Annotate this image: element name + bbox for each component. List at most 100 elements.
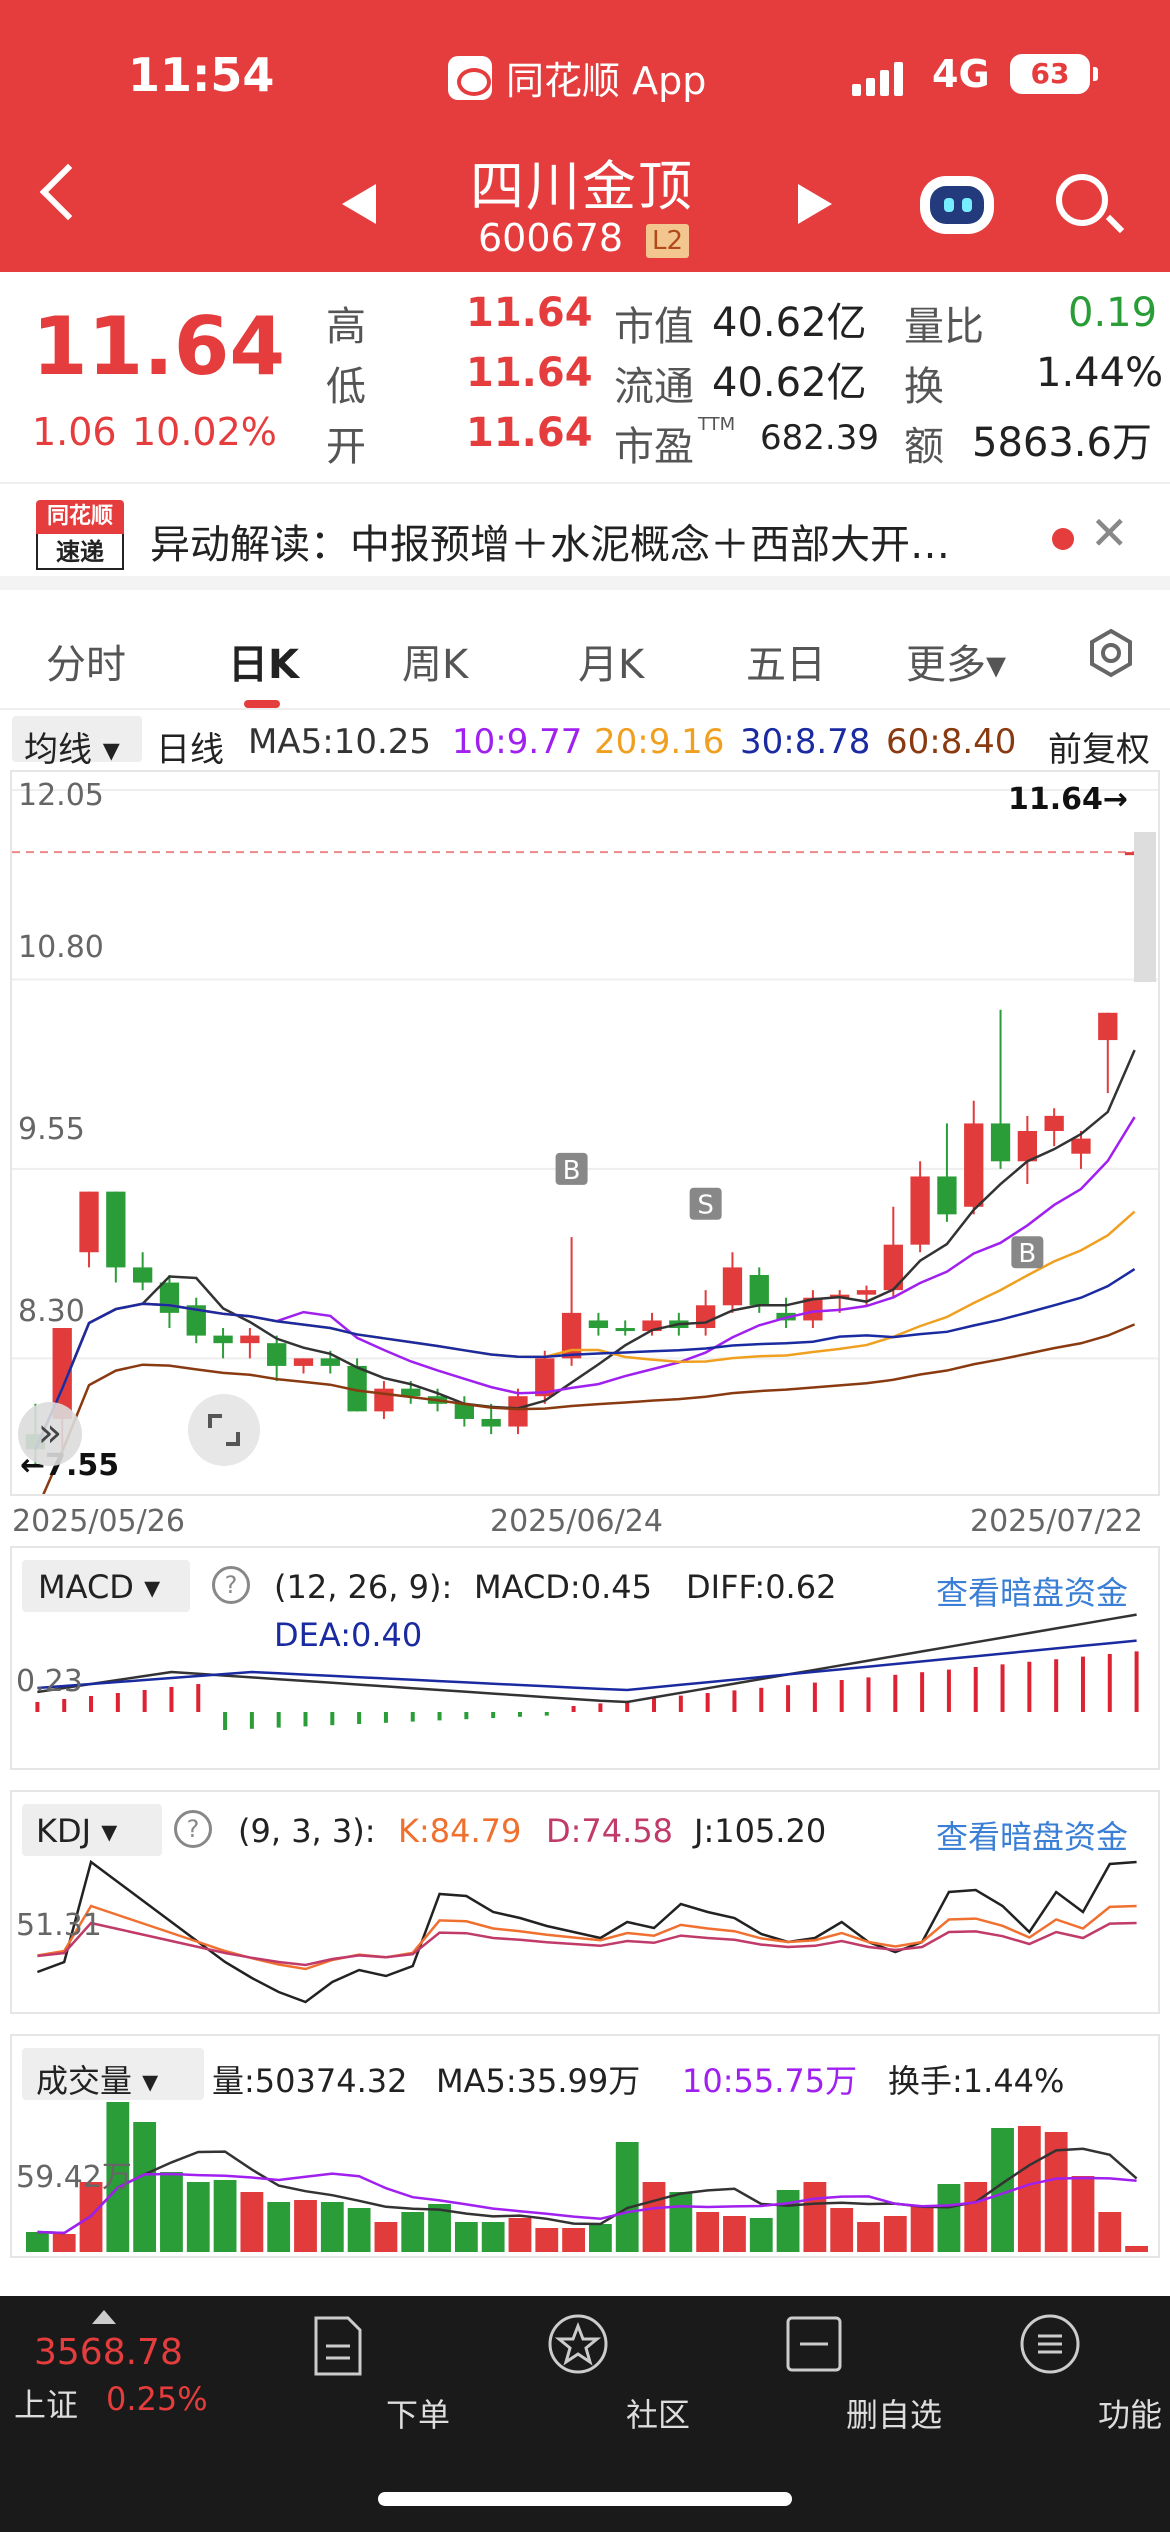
tab-five-day[interactable]: 五日 xyxy=(746,642,826,688)
volume-bar xyxy=(213,2180,237,2252)
macd-panel[interactable]: MACD ▾ ? (12, 26, 9): MACD:0.45 DIFF:0.6… xyxy=(10,1546,1160,1770)
home-indicator xyxy=(378,2492,792,2506)
date-label-mid: 2025/06/24 xyxy=(490,1504,663,1539)
last-price: 11.64 xyxy=(32,300,286,393)
l2-badge[interactable]: L2 xyxy=(646,224,690,258)
diff-value: DIFF:0.62 xyxy=(686,1568,837,1606)
volume-bar xyxy=(133,2122,157,2252)
volume-bar xyxy=(535,2228,559,2252)
candle-body xyxy=(561,1312,582,1359)
macd-chart xyxy=(35,1613,1139,1730)
candle-body xyxy=(454,1403,475,1419)
close-icon[interactable]: ✕ xyxy=(1090,506,1129,560)
nav-community-label: 社区 xyxy=(625,2396,690,2434)
amount-value: 5863.6万 xyxy=(972,420,1152,466)
index-pct[interactable]: 0.25% xyxy=(106,2380,208,2418)
news-text[interactable]: 异动解读：中报预增＋水泥概念＋西部大开… xyxy=(150,522,950,568)
volume-name[interactable]: 成交量 ▾ xyxy=(36,2062,159,2100)
tab-monthly-k[interactable]: 月K xyxy=(578,642,645,688)
candle-body xyxy=(588,1320,609,1329)
kdj-name[interactable]: KDJ ▾ xyxy=(36,1812,118,1850)
status-app[interactable]: 同花顺 App xyxy=(448,50,706,105)
macd-level-label: 0.23 xyxy=(16,1664,83,1699)
robot-assistant-icon[interactable] xyxy=(920,176,994,234)
float-cap-label: 流通 xyxy=(614,364,694,410)
high-value: 11.64 xyxy=(466,290,593,336)
volume-bar xyxy=(454,2222,478,2252)
volume-panel[interactable]: 成交量 ▾ 量:50374.32 MA5:35.99万 10:55.75万 换手… xyxy=(10,2034,1160,2258)
kdj-selector[interactable] xyxy=(22,1804,162,1856)
volume-ma10-line xyxy=(37,2172,1137,2235)
tab-weekly-k[interactable]: 周K xyxy=(402,642,469,688)
expand-up-icon[interactable] xyxy=(92,2310,116,2324)
nav-functions-label: 功能 xyxy=(1097,2396,1162,2434)
ma-selector[interactable] xyxy=(12,716,142,762)
ma10-value: 10:9.77 xyxy=(452,722,583,762)
candle-body xyxy=(79,1191,99,1253)
news-banner[interactable]: 同花顺 速递 异动解读：中报预增＋水泥概念＋西部大开… ✕ xyxy=(0,482,1170,590)
candle-body xyxy=(535,1358,555,1397)
news-logo-top: 同花顺 xyxy=(36,500,124,534)
volume-bar xyxy=(991,2128,1014,2252)
candle-body xyxy=(856,1290,877,1295)
trade-marker xyxy=(555,1152,588,1185)
fullscreen-icon[interactable] xyxy=(188,1394,260,1466)
previous-stock-icon[interactable] xyxy=(342,184,376,224)
open-value: 11.64 xyxy=(466,410,593,456)
candle-body xyxy=(401,1388,421,1397)
ma-period[interactable]: 日线 xyxy=(156,730,224,770)
candle-body xyxy=(990,1123,1011,1162)
j-value: J:105.20 xyxy=(694,1812,827,1850)
network-label: 4G xyxy=(932,52,990,96)
date-label-start: 2025/05/26 xyxy=(12,1504,185,1539)
macd-help-icon[interactable]: ? xyxy=(212,1566,250,1604)
high-label: 高 xyxy=(326,304,366,350)
volume-bar xyxy=(883,2216,907,2252)
kdj-help-icon[interactable]: ? xyxy=(174,1810,212,1848)
index-value[interactable]: 3568.78 xyxy=(34,2332,183,2373)
candle-body xyxy=(937,1176,957,1215)
candle-body xyxy=(320,1358,340,1366)
tab-daily-k[interactable]: 日K xyxy=(228,642,299,688)
ma-selector-label[interactable]: 均线 ▾ xyxy=(24,730,120,770)
volume-level-label: 59.42万 xyxy=(16,2160,132,2195)
candle-body xyxy=(910,1176,930,1245)
kline-chart[interactable]: B S B xyxy=(12,772,1158,1514)
volume-ratio-value: 0.19 xyxy=(1068,290,1158,336)
app-logo-icon xyxy=(448,55,492,100)
date-label-end: 2025/07/22 xyxy=(970,1504,1143,1539)
volume-bar xyxy=(1125,2246,1148,2252)
candle-body xyxy=(293,1358,314,1366)
kdj-panel[interactable]: KDJ ▾ ? (9, 3, 3): K:84.79 D:74.58 J:105… xyxy=(10,1790,1160,2014)
ma5-line xyxy=(34,1049,1136,1450)
volume-bar xyxy=(749,2218,773,2252)
kdj-dark-fund-link[interactable]: 查看暗盘资金 xyxy=(936,1818,1129,1856)
ma30-value: 30:8.78 xyxy=(740,722,871,762)
signal-icon xyxy=(852,60,903,96)
price-change: 1.06 xyxy=(32,410,117,454)
volume-bar xyxy=(857,2222,880,2252)
news-logo: 同花顺 速递 xyxy=(36,500,124,574)
volume-bar xyxy=(1044,2132,1068,2252)
volume-selector[interactable] xyxy=(22,2048,204,2100)
candle-body xyxy=(615,1328,635,1332)
j-line xyxy=(36,1859,1137,2004)
collapse-arrow-icon[interactable]: » xyxy=(18,1402,82,1466)
macd-dark-fund-link[interactable]: 查看暗盘资金 xyxy=(936,1574,1129,1612)
volume-bar xyxy=(830,2208,854,2252)
tab-intraday[interactable]: 分时 xyxy=(46,642,126,688)
macd-name[interactable]: MACD ▾ xyxy=(38,1568,161,1606)
tab-more[interactable]: 更多▾ xyxy=(906,642,1007,688)
candle-body xyxy=(749,1274,769,1306)
next-stock-icon[interactable] xyxy=(798,184,832,224)
ma60-line xyxy=(34,1323,1136,1514)
ma60-value: 60:8.40 xyxy=(886,722,1017,762)
adjust-mode[interactable]: 前复权 xyxy=(1048,730,1150,770)
index-name[interactable]: 上证 xyxy=(14,2386,79,2424)
back-arrow-icon[interactable] xyxy=(39,163,97,221)
settings-icon[interactable] xyxy=(1086,628,1136,678)
macd-selector[interactable] xyxy=(22,1560,190,1612)
volume-bar xyxy=(481,2222,505,2252)
search-icon[interactable] xyxy=(1056,174,1108,226)
